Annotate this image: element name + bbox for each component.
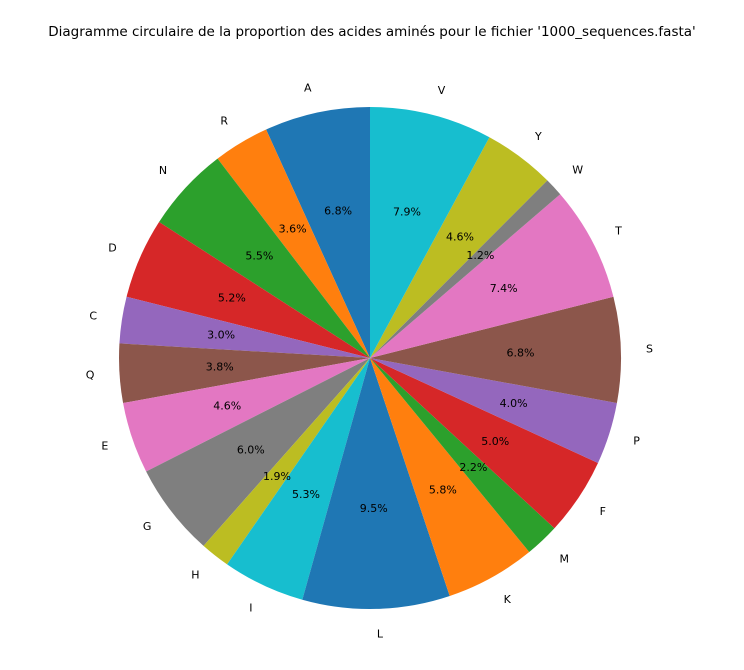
chart-title: Diagramme circulaire de la proportion de… [48,24,696,40]
pie-slice-q [119,343,370,404]
category-label-i: I [249,601,252,614]
pie-slice-r [217,129,370,358]
percent-label-q: 3.8% [206,361,234,374]
pie-slice-w [370,180,561,358]
percent-label-v: 7.9% [393,206,421,219]
category-label-s: S [646,342,653,355]
percent-label-d: 5.2% [218,292,246,305]
category-label-q: Q [86,368,95,381]
percent-label-i: 5.3% [292,488,320,501]
category-label-y: Y [534,130,542,143]
pie-slice-e [123,358,370,472]
percent-label-l: 9.5% [360,502,388,515]
pie-slice-a [266,107,370,358]
category-label-c: C [89,310,97,323]
category-label-l: L [377,628,384,641]
category-label-t: T [614,224,622,237]
percent-label-h: 1.9% [263,470,291,483]
pie-slice-n [159,158,370,358]
pie-slices [119,107,621,609]
percent-label-p: 4.0% [500,397,528,410]
category-label-a: A [304,82,312,95]
percent-label-w: 1.2% [466,249,494,262]
pie-slice-p [370,358,617,463]
pie-slice-d [126,221,370,358]
pie-slice-m [370,358,555,553]
category-label-m: M [559,552,569,565]
category-label-g: G [143,520,152,533]
category-label-w: W [572,164,583,177]
pie-slice-s [370,296,621,404]
category-labels: A R N D C Q E G H I L K M F P S T W Y V [86,82,653,641]
percent-label-y: 4.6% [446,231,474,244]
pie-slice-i [227,358,370,600]
percent-label-a: 6.8% [324,204,352,217]
pie-slice-v [370,107,490,358]
percent-label-s: 6.8% [507,347,535,360]
category-label-p: P [633,435,640,448]
percent-label-g: 6.0% [237,444,265,457]
category-label-r: R [220,115,228,128]
percent-label-m: 2.2% [459,461,487,474]
pie-slice-t [370,194,614,358]
pie-slice-k [370,358,530,596]
percent-label-n: 5.5% [245,249,273,262]
category-label-n: N [159,164,167,177]
category-label-e: E [101,440,108,453]
pie-slice-f [370,358,598,529]
category-label-h: H [191,569,199,582]
pie-slice-y [370,137,548,358]
pie-slice-l [302,358,450,609]
pie-slice-c [119,296,370,358]
percent-label-e: 4.6% [213,400,241,413]
category-label-d: D [108,242,116,255]
pie-slice-h [203,358,370,565]
percent-label-r: 3.6% [279,222,307,235]
percent-label-t: 7.4% [490,282,518,295]
category-label-v: V [438,84,446,97]
pie-slice-g [146,358,370,546]
percent-labels: 6.8% 3.6% 5.5% 5.2% 3.0% 3.8% 4.6% 6.0% 1.9%5.3%… [206,204,535,515]
percent-label-k: 5.8% [429,483,457,496]
percent-label-f: 5.0% [481,435,509,448]
category-label-f: F [600,505,606,518]
category-label-k: K [504,593,512,606]
percent-label-c: 3.0% [207,329,235,342]
